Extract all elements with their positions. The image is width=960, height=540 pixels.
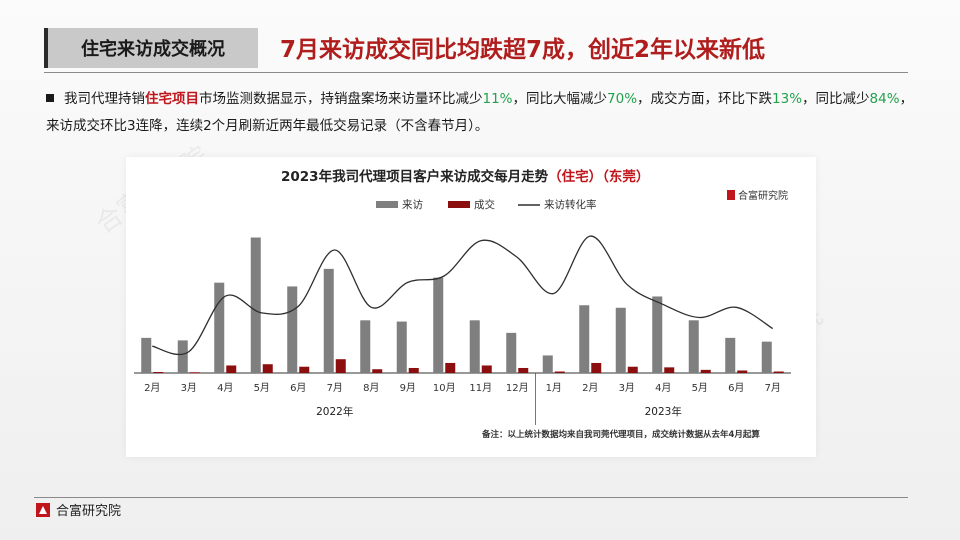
x-tick-label: 3月	[619, 382, 635, 394]
svg-text:合富研究院: 合富研究院	[738, 189, 788, 202]
bar-visit	[250, 237, 261, 373]
bar-deal	[372, 369, 383, 373]
visit-deal-chart: 2023年我司代理项目客户来访成交每月走势（住宅）（东莞） 合富研究院 来访 成…	[134, 168, 791, 440]
chart-panel: 2023年我司代理项目客户来访成交每月走势（住宅）（东莞） 合富研究院 来访 成…	[126, 157, 816, 457]
bar-deal	[299, 366, 310, 373]
x-tick-label: 1月	[546, 382, 562, 394]
section-title: 住宅来访成交概况	[81, 39, 225, 60]
x-tick-label: 6月	[728, 382, 744, 394]
bar-deal	[554, 371, 565, 373]
bar-visit	[688, 320, 699, 373]
bar-deal	[627, 366, 638, 373]
headline: 7月来访成交同比均跌超7成，创近2年以来新低	[280, 37, 766, 63]
x-tick-label: 4月	[655, 382, 671, 394]
bar-visit	[761, 341, 772, 373]
chart-note: 备注：以上统计数据均来自我司莞代理项目，成交统计数据从去年4月起算	[481, 429, 760, 440]
year-group-label: 2022年	[316, 405, 353, 418]
legend-rate-label: 来访转化率	[544, 198, 597, 211]
bar-visit	[323, 268, 334, 373]
x-tick-label: 9月	[400, 382, 416, 394]
section-title-box: 住宅来访成交概况	[44, 28, 258, 68]
summary-text: ，同比减少	[802, 91, 870, 107]
legend: 来访 成交 来访转化率	[376, 198, 597, 211]
summary-text: ，同比大幅减少	[512, 91, 608, 107]
x-tick-label: 5月	[692, 382, 708, 394]
bar-visit	[360, 320, 371, 373]
x-tick-label: 7月	[327, 382, 343, 394]
bar-deal	[591, 362, 602, 373]
bar-deal	[335, 359, 346, 373]
source-badge: 合富研究院	[727, 189, 788, 202]
summary-text: ，来访成交环比3连降，连续2个月刷新近两年最低交易记录（不含春节月）。	[46, 91, 914, 134]
rate-line	[152, 235, 774, 356]
footer-logo: 合富研究院	[36, 500, 121, 519]
bar-deal	[773, 371, 784, 373]
x-tick-label: 3月	[181, 382, 197, 394]
bar-deal	[226, 365, 237, 373]
bar-visit	[579, 305, 590, 373]
x-tick-label: 8月	[363, 382, 379, 394]
bullet-square-icon	[46, 94, 54, 102]
bar-visit	[469, 320, 480, 373]
bar-visit	[615, 307, 626, 373]
bar-deal	[408, 367, 419, 373]
bar-deal	[481, 365, 492, 373]
summary-highlight: 住宅项目	[145, 91, 199, 107]
bar-deal	[262, 364, 273, 373]
x-tick-label: 11月	[469, 382, 492, 394]
x-tick-label: 4月	[217, 382, 233, 394]
legend-deal-label: 成交	[474, 198, 495, 211]
x-tick-label: 10月	[433, 382, 456, 394]
summary-text: ，成交方面，环比下跌	[637, 91, 773, 107]
bar-visit	[542, 355, 553, 373]
bar-deal	[700, 369, 711, 373]
x-tick-label: 6月	[290, 382, 306, 394]
year-group-label: 2023年	[645, 405, 682, 418]
legend-deal-swatch	[448, 201, 470, 208]
bar-visit	[396, 321, 407, 373]
x-tick-label: 2月	[582, 382, 598, 394]
summary-percent: 84%	[869, 91, 900, 107]
summary-text: 我司代理持销	[64, 91, 145, 107]
bar-deal	[664, 367, 675, 373]
brand-logo-icon	[727, 190, 735, 200]
footer-brand: 合富研究院	[56, 504, 122, 519]
bar-deal	[737, 370, 748, 373]
legend-visit-label: 来访	[402, 199, 423, 211]
summary-text: 市场监测数据显示，持销盘案场来访量环比减少	[199, 91, 483, 107]
bar-visit	[506, 332, 517, 373]
bar-visit	[177, 340, 188, 373]
bar-deal	[518, 367, 529, 373]
bar-deal	[445, 362, 456, 373]
legend-visit-swatch	[376, 201, 398, 208]
bar-visit	[141, 337, 152, 373]
x-tick-label: 5月	[254, 382, 270, 394]
summary-paragraph: 我司代理持销住宅项目市场监测数据显示，持销盘案场来访量环比减少11%，同比大幅减…	[46, 86, 916, 140]
footer-divider	[34, 497, 908, 498]
x-tick-label: 2月	[144, 382, 160, 394]
summary-percent: 11%	[482, 91, 513, 107]
bar-visit	[287, 286, 298, 373]
bar-deal	[189, 372, 200, 374]
header-divider	[44, 72, 908, 73]
bar-visit	[433, 277, 444, 373]
brand-logo-icon	[36, 502, 50, 517]
bar-visit	[214, 282, 225, 373]
summary-percent: 13%	[772, 91, 803, 107]
bar-deal	[153, 371, 164, 373]
chart-title: 2023年我司代理项目客户来访成交每月走势（住宅）（东莞）	[281, 168, 649, 185]
bar-visit	[652, 296, 663, 373]
x-tick-label: 12月	[506, 382, 529, 394]
x-tick-label: 7月	[765, 382, 781, 394]
summary-percent: 70%	[607, 91, 638, 107]
bar-visit	[725, 337, 736, 373]
